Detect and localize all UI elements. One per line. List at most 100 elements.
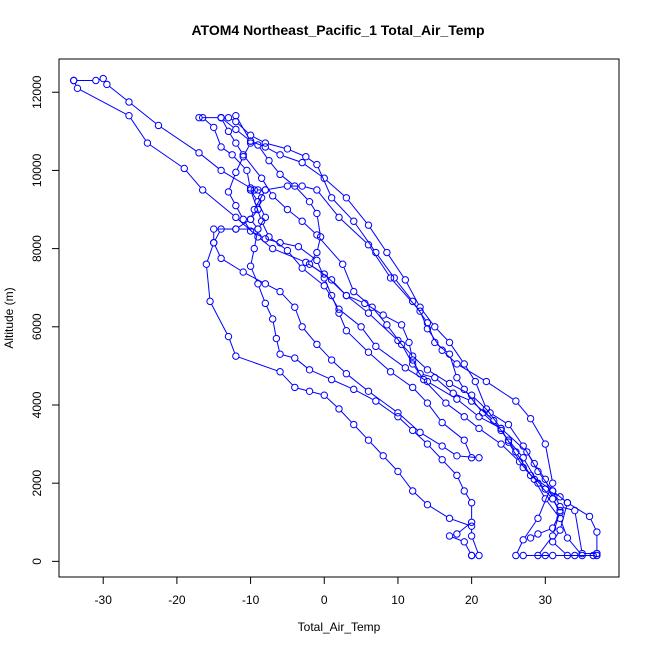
data-point bbox=[408, 352, 417, 360]
series-segment bbox=[312, 370, 329, 379]
data-point bbox=[316, 233, 325, 241]
data-point bbox=[519, 551, 527, 560]
series-segment bbox=[275, 249, 304, 262]
x-tick-label: 30 bbox=[539, 593, 553, 607]
data-point bbox=[394, 336, 402, 345]
series-segment bbox=[289, 211, 300, 220]
x-tick-label: 20 bbox=[465, 593, 479, 607]
series-segment bbox=[524, 460, 537, 481]
data-point bbox=[386, 368, 395, 376]
series-line bbox=[246, 186, 476, 560]
data-point bbox=[276, 239, 284, 247]
series-segment bbox=[436, 344, 448, 353]
series-segment bbox=[517, 454, 530, 473]
data-point bbox=[467, 522, 476, 530]
data-point bbox=[70, 76, 78, 85]
data-point bbox=[143, 139, 152, 147]
data-point bbox=[291, 182, 299, 190]
data-point bbox=[548, 495, 557, 503]
data-point bbox=[361, 299, 369, 308]
series-segment bbox=[402, 327, 409, 340]
data-point bbox=[250, 186, 258, 194]
data-point bbox=[497, 424, 505, 433]
data-point bbox=[372, 248, 380, 257]
data-point bbox=[250, 205, 258, 214]
data-point bbox=[379, 452, 387, 460]
series-segment bbox=[250, 251, 255, 264]
data-point bbox=[431, 338, 439, 347]
data-point bbox=[283, 145, 292, 153]
series-segment bbox=[283, 242, 296, 247]
data-point bbox=[313, 340, 321, 349]
data-point bbox=[217, 254, 225, 263]
series-segment bbox=[414, 303, 427, 321]
data-point bbox=[276, 368, 284, 376]
data-point bbox=[394, 413, 402, 421]
series-segment bbox=[326, 397, 337, 408]
data-point bbox=[556, 508, 564, 517]
series-segment bbox=[370, 353, 389, 371]
data-point bbox=[405, 338, 413, 347]
data-point bbox=[327, 356, 336, 364]
data-point bbox=[504, 420, 513, 429]
data-point bbox=[210, 225, 218, 233]
data-point bbox=[125, 111, 133, 120]
series-segment bbox=[246, 173, 251, 187]
series-segment bbox=[326, 179, 345, 197]
series-segment bbox=[296, 188, 308, 200]
y-tick-label: 10000 bbox=[30, 153, 44, 187]
data-point bbox=[180, 164, 188, 173]
data-point bbox=[338, 260, 347, 268]
series-segment bbox=[443, 461, 456, 474]
series-segment bbox=[473, 402, 492, 419]
series-segment bbox=[244, 145, 250, 155]
data-point bbox=[302, 153, 310, 161]
data-point bbox=[291, 354, 299, 362]
series-segment bbox=[204, 191, 234, 216]
data-point bbox=[246, 227, 255, 235]
series-segment bbox=[448, 404, 462, 416]
series-segment bbox=[429, 371, 448, 383]
series-segment bbox=[510, 442, 522, 456]
series-line bbox=[224, 139, 476, 462]
series-segment bbox=[312, 391, 322, 395]
series-segment bbox=[472, 538, 479, 553]
data-point bbox=[327, 194, 336, 202]
series-segment bbox=[149, 144, 182, 168]
data-point bbox=[445, 338, 454, 347]
series-segment bbox=[295, 310, 302, 324]
data-point bbox=[283, 205, 292, 214]
series-segment bbox=[414, 432, 426, 443]
series-segment bbox=[481, 429, 499, 443]
data-point bbox=[379, 311, 387, 319]
series-segment bbox=[465, 493, 471, 501]
data-point bbox=[471, 377, 480, 386]
series-segment bbox=[574, 513, 583, 551]
data-point bbox=[453, 530, 461, 538]
data-point bbox=[268, 192, 277, 200]
series-segment bbox=[429, 505, 448, 518]
series-segment bbox=[436, 328, 448, 341]
series-segment bbox=[283, 354, 292, 358]
series-segment bbox=[590, 519, 596, 530]
data-point bbox=[548, 479, 557, 487]
series-segment bbox=[414, 366, 423, 378]
data-point bbox=[305, 366, 314, 374]
series-segment bbox=[420, 313, 427, 326]
series-segment bbox=[229, 175, 236, 190]
series-segment bbox=[476, 384, 486, 407]
data-point bbox=[408, 426, 417, 435]
data-point bbox=[571, 551, 579, 560]
series-segment bbox=[528, 454, 537, 469]
series-segment bbox=[535, 465, 544, 477]
data-point bbox=[394, 409, 402, 417]
series-segment bbox=[317, 239, 321, 250]
series-segment bbox=[385, 316, 400, 324]
series-segment bbox=[378, 402, 396, 416]
data-point bbox=[99, 74, 107, 83]
series-segment bbox=[370, 442, 382, 454]
series-segment bbox=[459, 365, 484, 381]
series-line bbox=[202, 186, 483, 560]
data-point bbox=[364, 348, 373, 356]
data-point bbox=[467, 532, 476, 540]
